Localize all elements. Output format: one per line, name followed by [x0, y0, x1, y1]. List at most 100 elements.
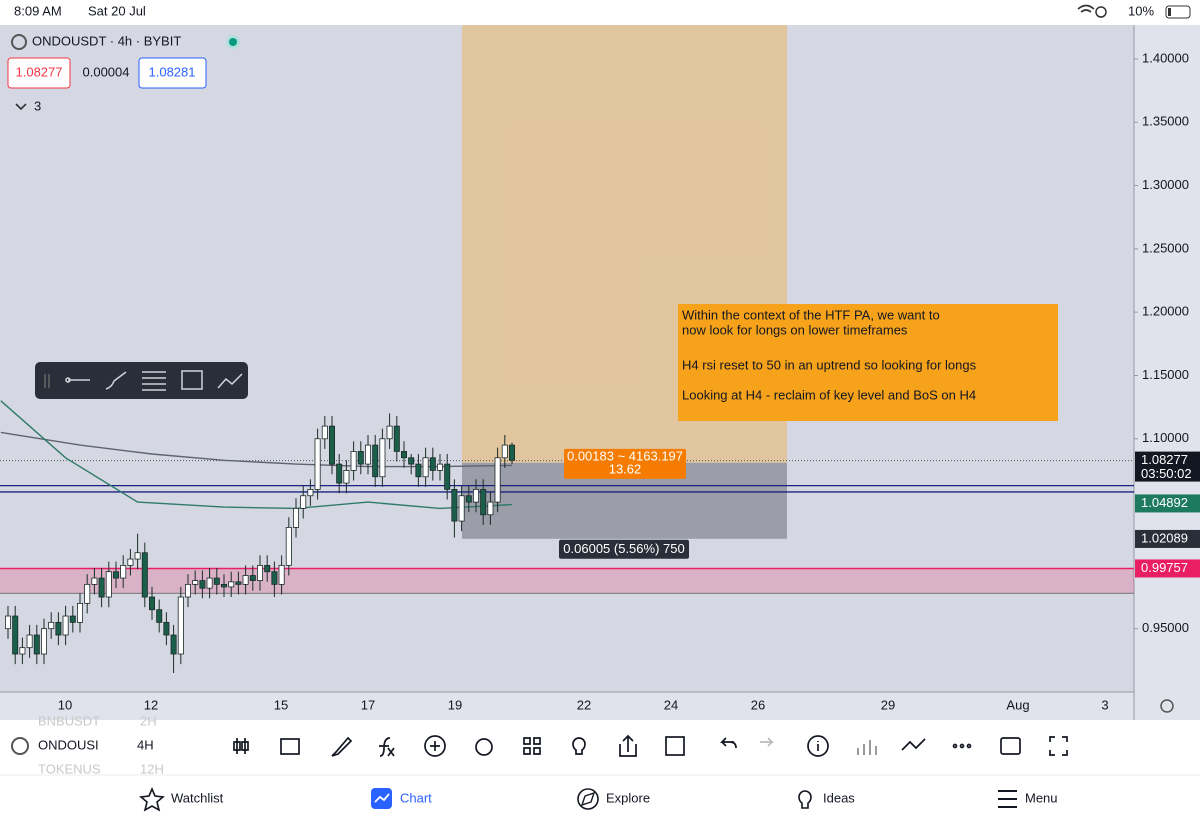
fullscreen-button[interactable] — [1049, 736, 1068, 756]
prev-interval: 2H — [140, 713, 157, 728]
collapse-icon[interactable] — [15, 103, 27, 111]
y-tick-label: 1.30000 — [1142, 177, 1189, 192]
price-badge-label: 1.08277 — [1141, 452, 1188, 467]
nav-explore[interactable]: Explore — [606, 790, 650, 805]
indicators-button[interactable] — [379, 737, 395, 757]
note-box — [678, 304, 1058, 421]
candle-body — [249, 575, 256, 581]
explore-icon[interactable] — [577, 788, 599, 810]
candle-body — [451, 489, 458, 522]
compare-button[interactable] — [901, 738, 926, 751]
rect-tool[interactable] — [181, 370, 203, 390]
undo-button[interactable] — [719, 737, 737, 749]
y-tick-label: 1.25000 — [1142, 240, 1189, 255]
toolbar-interval[interactable]: 4H — [137, 737, 154, 752]
ideas-icon[interactable] — [798, 790, 812, 809]
candle-body — [307, 489, 314, 497]
candle-body — [105, 571, 112, 598]
symbol-title[interactable]: ONDOUSDT · 4h · BYBIT — [32, 33, 181, 48]
menu-icon[interactable] — [998, 790, 1017, 808]
drawing-toolbar — [35, 362, 248, 399]
price-badge-label: 0.99757 — [1141, 560, 1188, 575]
screen-button[interactable] — [1000, 737, 1021, 755]
lock-icon — [1095, 6, 1107, 18]
x-tick-label: 26 — [751, 697, 765, 712]
add-plus — [430, 741, 440, 751]
spread: 0.00004 — [83, 64, 130, 79]
path-tool[interactable] — [217, 373, 243, 389]
brush-tool[interactable] — [105, 371, 127, 390]
more-dot — [966, 743, 972, 749]
notes-button[interactable] — [665, 736, 685, 756]
candle-body — [487, 501, 494, 516]
y-tick-label: 1.15000 — [1142, 367, 1189, 382]
candle-body — [77, 602, 84, 623]
candle-body — [120, 564, 127, 579]
chart-type-button[interactable] — [233, 738, 249, 754]
y-tick-label: 1.35000 — [1142, 114, 1189, 129]
risk-badge — [559, 539, 689, 559]
nav-watchlist[interactable]: Watchlist — [171, 790, 224, 805]
ideas-button[interactable] — [572, 737, 586, 755]
x-tick-label: 29 — [881, 697, 895, 712]
share-button[interactable] — [619, 734, 637, 757]
y-tick-label: 1.40000 — [1142, 50, 1189, 65]
candle-body — [199, 580, 206, 589]
drag-handle[interactable] — [44, 374, 50, 388]
candle-body — [429, 457, 436, 471]
y-tick-label: 1.10000 — [1142, 430, 1189, 445]
x-tick-label: 12 — [144, 697, 158, 712]
draw-button[interactable] — [331, 736, 353, 757]
nav-menu[interactable]: Menu — [1025, 790, 1058, 805]
candle-body — [480, 489, 487, 516]
alert-button[interactable] — [475, 738, 493, 756]
ask-price[interactable]: 1.08281 — [149, 64, 196, 79]
sell-button[interactable] — [7, 57, 71, 89]
prev-symbol: BNBUSDT — [38, 713, 100, 728]
x-tick-label: 24 — [664, 697, 678, 712]
more-dot[interactable] — [952, 743, 958, 749]
redo-button[interactable] — [760, 737, 775, 747]
bottom-toolbar: 2H BNBUSDT ONDOUSI 4H TOKENUS 12H — [11, 713, 1068, 776]
bid-price[interactable]: 1.08277 — [16, 64, 63, 79]
candle-body — [41, 628, 48, 655]
candle-body — [292, 508, 299, 528]
note-text: H4 rsi reset to 50 in an uptrend so look… — [682, 357, 977, 372]
candle-body — [91, 577, 98, 585]
symbol-logo[interactable] — [11, 34, 27, 50]
settings-icon[interactable] — [1160, 699, 1174, 713]
candle-body — [213, 577, 220, 585]
candle-body — [33, 634, 40, 655]
toolbar-symbol[interactable]: ONDOUSI — [38, 737, 99, 752]
candle-body — [127, 558, 134, 566]
pnl-label: 0.00183 ~ 4163.197 — [567, 448, 683, 463]
candle-body — [184, 583, 191, 598]
nav-chart[interactable]: Chart — [400, 790, 432, 805]
candle-body — [357, 451, 364, 465]
layout-button[interactable] — [523, 737, 541, 755]
candle-body — [170, 634, 177, 655]
indicator-count[interactable]: 3 — [34, 98, 41, 113]
fib-tool[interactable] — [142, 371, 166, 391]
buy-button[interactable] — [138, 57, 207, 89]
candle-body — [156, 609, 163, 623]
candle-body — [19, 647, 26, 655]
pnl-badge — [564, 448, 686, 479]
add-button[interactable] — [424, 735, 446, 757]
info-button[interactable] — [807, 735, 829, 757]
nav-ideas[interactable]: Ideas — [823, 790, 855, 805]
battery-level: 10% — [1128, 3, 1154, 18]
x-tick-label: 3 — [1101, 697, 1108, 712]
moving-average — [0, 400, 513, 510]
chart-icon-line — [374, 793, 390, 803]
watchlist-icon[interactable] — [139, 786, 165, 812]
price-axis — [1134, 25, 1200, 720]
x-tick-label: 22 — [577, 697, 591, 712]
candle-body — [26, 634, 33, 649]
volume-button[interactable] — [857, 740, 877, 755]
candle-body — [415, 463, 422, 478]
replay-button[interactable] — [280, 738, 300, 755]
x-tick-label: 19 — [448, 697, 462, 712]
